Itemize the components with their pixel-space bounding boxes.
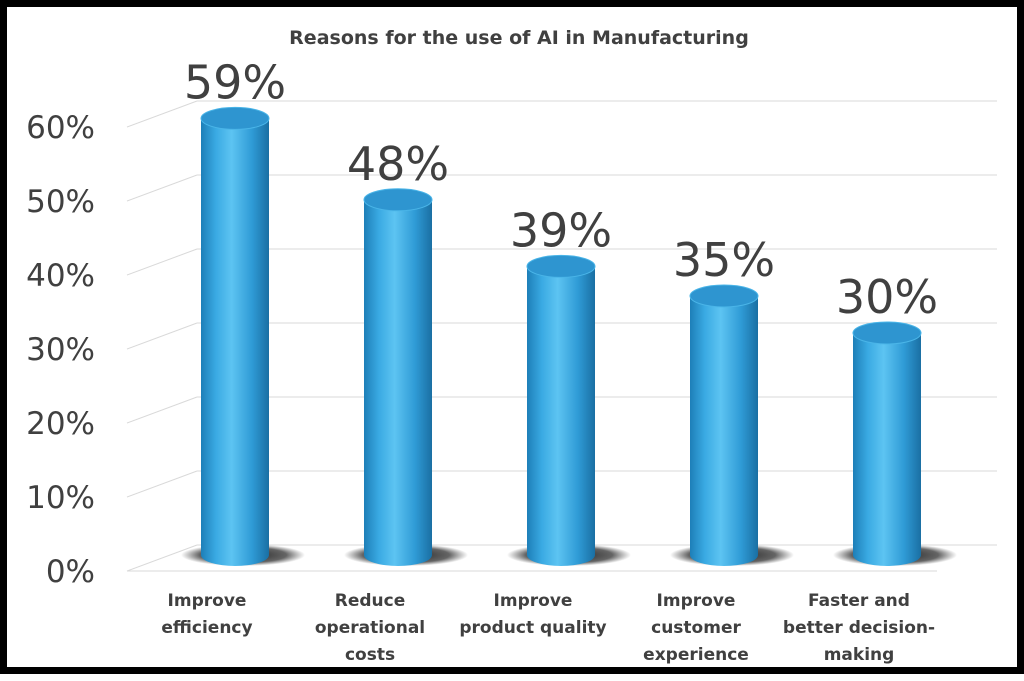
bar [364, 199, 432, 567]
bar-group: 48% [344, 137, 468, 567]
x-tick-label: efficiency [161, 618, 252, 638]
gridline-diagonal [126, 396, 198, 424]
y-tick-label: 40% [26, 258, 95, 294]
bar-cap [526, 254, 596, 278]
bar-cap [200, 106, 270, 130]
x-tick-label: customer [651, 618, 741, 638]
y-axis: 0% 10% 20% 30% 40% 50% 60% [26, 110, 95, 590]
x-tick-label: Improve [494, 591, 573, 611]
data-label: 30% [836, 270, 938, 324]
bar [201, 118, 269, 567]
x-tick-label: making [824, 645, 895, 665]
x-tick-label: Improve [168, 591, 247, 611]
bar [690, 296, 758, 566]
x-tick-label: product quality [459, 618, 606, 638]
chart-title: Reasons for the use of AI in Manufacturi… [289, 27, 749, 49]
y-tick-label: 20% [26, 406, 95, 442]
data-label: 39% [510, 203, 612, 257]
data-label: 59% [184, 55, 286, 109]
bar [853, 333, 921, 566]
gridline-diagonal [126, 322, 198, 350]
gridline-diagonal [126, 174, 198, 202]
x-axis: Improve efficiency Reduce operational costs I… [161, 591, 935, 665]
y-tick-label: 10% [26, 480, 95, 516]
x-tick-label: Reduce [335, 591, 406, 611]
bar-cap [363, 188, 433, 212]
bar [527, 266, 595, 566]
y-tick-label: 50% [26, 184, 95, 220]
x-tick-label: experience [643, 645, 749, 665]
bar-group: 30% [833, 270, 957, 566]
bar-chart: Reasons for the use of AI in Manufacturi… [26, 27, 997, 665]
bar-group: 35% [670, 233, 794, 566]
x-tick-label: operational [315, 618, 425, 638]
gridline-diagonal [126, 544, 198, 572]
bar-group: 39% [507, 203, 631, 566]
data-label: 48% [347, 137, 449, 191]
bars: 59% 48% 39% 35% 30% [181, 55, 957, 567]
bar-cap [689, 284, 759, 308]
bar-cap [852, 321, 922, 345]
x-tick-label: Faster and [808, 591, 910, 611]
gridline-diagonal [126, 100, 198, 128]
x-tick-label: costs [345, 645, 395, 665]
x-tick-label: Improve [657, 591, 736, 611]
y-tick-label: 60% [26, 110, 95, 146]
data-label: 35% [673, 233, 775, 287]
gridline-diagonal [126, 470, 198, 498]
gridline-diagonal [126, 248, 198, 276]
y-tick-label: 30% [26, 332, 95, 368]
y-tick-label: 0% [46, 554, 95, 590]
bar-group: 59% [181, 55, 305, 567]
grid [126, 100, 997, 572]
x-tick-label: better decision- [783, 618, 935, 638]
